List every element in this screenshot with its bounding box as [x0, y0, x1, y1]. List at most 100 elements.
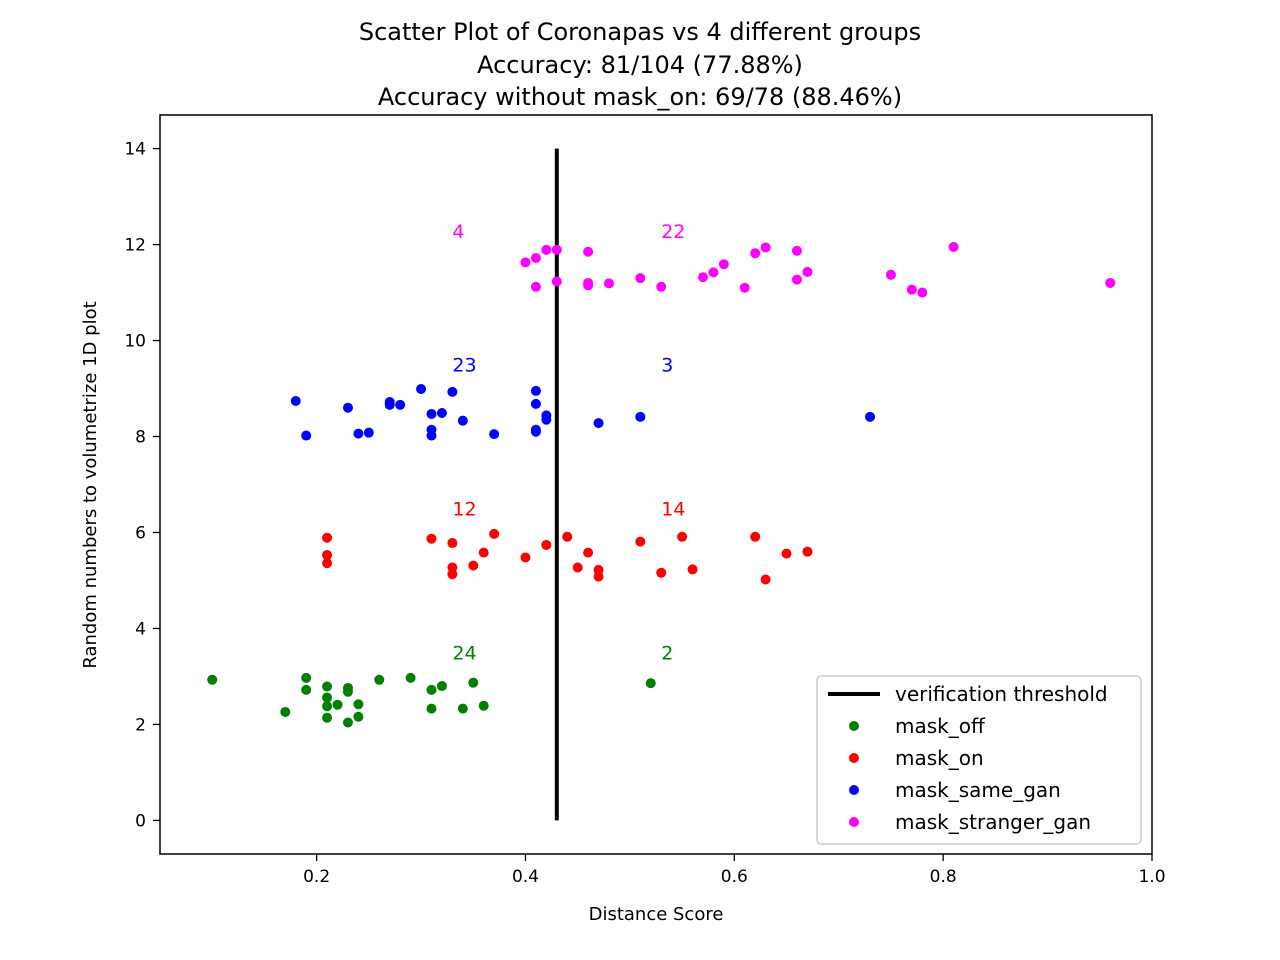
point-mask-stranger-gan	[1105, 277, 1116, 288]
point-mask-same-gan	[363, 427, 374, 438]
point-mask-on	[562, 531, 573, 542]
point-mask-on	[447, 569, 458, 580]
point-mask-same-gan	[593, 418, 604, 429]
count-annotation: 14	[661, 498, 685, 520]
point-mask-off	[332, 699, 343, 710]
point-mask-on	[541, 539, 552, 550]
chart-title-line-2: Accuracy: 81/104 (77.88%)	[477, 51, 803, 79]
point-mask-on	[593, 571, 604, 582]
point-mask-stranger-gan	[656, 281, 667, 292]
point-mask-same-gan	[416, 384, 427, 395]
point-mask-same-gan	[395, 399, 406, 410]
point-mask-on	[426, 533, 437, 544]
legend-label-mask-off: mask_off	[895, 714, 986, 738]
y-tick-label: 8	[135, 428, 146, 448]
point-mask-off	[301, 684, 312, 695]
point-mask-off	[468, 677, 479, 688]
plot-frame	[159, 114, 1153, 855]
point-mask-off	[322, 692, 333, 703]
point-mask-same-gan	[541, 414, 552, 425]
point-mask-on	[781, 548, 792, 559]
point-mask-same-gan	[530, 426, 541, 437]
point-mask-off	[353, 711, 364, 722]
point-mask-off	[436, 681, 447, 692]
point-mask-on	[322, 532, 333, 543]
point-mask-same-gan	[635, 411, 646, 422]
point-mask-stranger-gan	[906, 284, 917, 295]
point-mask-stranger-gan	[948, 241, 959, 252]
x-tick-label: 0.6	[721, 867, 748, 887]
point-mask-stranger-gan	[530, 281, 541, 292]
point-mask-off	[342, 686, 353, 697]
point-mask-off	[457, 703, 468, 714]
legend: verification threshold mask_off mask_onma…	[816, 675, 1142, 845]
point-mask-off	[405, 672, 416, 683]
point-mask-same-gan	[301, 430, 312, 441]
point-mask-stranger-gan	[551, 276, 562, 287]
count-annotation: 12	[452, 498, 476, 520]
point-mask-stranger-gan	[802, 266, 813, 277]
legend-marker-mask-same-gan	[849, 785, 859, 795]
y-tick-label: 4	[135, 619, 146, 639]
point-mask-same-gan	[290, 396, 301, 407]
count-annotation: 23	[452, 355, 476, 377]
x-tick-label: 0.8	[930, 867, 957, 887]
point-mask-on	[468, 560, 479, 571]
point-mask-on	[572, 562, 583, 573]
point-mask-on	[760, 574, 771, 585]
legend-label-mask-stranger-gan: mask_stranger_gan	[895, 810, 1091, 834]
point-mask-stranger-gan	[604, 278, 615, 289]
point-mask-on	[447, 538, 458, 549]
count-annotation: 3	[661, 355, 673, 377]
point-mask-stranger-gan	[750, 248, 761, 259]
y-tick-label: 12	[124, 236, 146, 256]
point-mask-stranger-gan	[791, 274, 802, 285]
point-mask-off	[478, 700, 489, 711]
chart-title-line-1: Scatter Plot of Coronapas vs 4 different…	[359, 18, 921, 46]
point-mask-same-gan	[353, 428, 364, 439]
point-mask-same-gan	[457, 415, 468, 426]
count-annotation: 4	[452, 221, 464, 243]
chart-title: Scatter Plot of Coronapas vs 4 different…	[359, 18, 921, 111]
point-mask-on	[583, 547, 594, 558]
point-mask-stranger-gan	[739, 282, 750, 293]
point-mask-same-gan	[426, 408, 437, 419]
y-tick-label: 6	[135, 523, 146, 543]
point-mask-same-gan	[436, 407, 447, 418]
y-tick-label: 0	[135, 811, 146, 831]
legend-marker-mask-off	[849, 721, 859, 731]
legend-label-mask-on: mask_on	[895, 746, 984, 770]
count-annotations: 4 22 23 3 12 14 24 2	[452, 221, 685, 664]
point-mask-off	[374, 674, 385, 685]
point-mask-same-gan	[865, 411, 876, 422]
x-tick-label: 0.4	[512, 867, 539, 887]
x-tick-label: 1.0	[1138, 867, 1165, 887]
point-mask-stranger-gan	[760, 242, 771, 253]
point-mask-stranger-gan	[530, 253, 541, 264]
point-mask-on	[802, 546, 813, 557]
legend-marker-mask-stranger-gan	[849, 817, 859, 827]
point-mask-same-gan	[489, 429, 500, 440]
point-mask-off	[426, 684, 437, 695]
point-mask-off	[322, 681, 333, 692]
x-axis-label: Distance Score	[589, 904, 724, 925]
point-mask-stranger-gan	[583, 246, 594, 257]
point-mask-stranger-gan	[791, 245, 802, 256]
count-annotation: 22	[661, 221, 685, 243]
point-mask-off	[353, 699, 364, 710]
point-mask-off	[280, 706, 291, 717]
point-mask-on	[520, 552, 531, 563]
point-mask-off	[426, 703, 437, 714]
point-mask-on	[322, 558, 333, 569]
point-mask-stranger-gan	[635, 273, 646, 284]
count-annotation: 24	[452, 642, 476, 664]
point-mask-on	[489, 528, 500, 539]
point-mask-stranger-gan	[551, 244, 562, 255]
y-tick-label: 2	[135, 715, 146, 735]
count-annotation: 2	[661, 642, 673, 664]
point-mask-off	[645, 678, 656, 689]
point-mask-stranger-gan	[917, 287, 928, 298]
point-mask-same-gan	[447, 386, 458, 397]
